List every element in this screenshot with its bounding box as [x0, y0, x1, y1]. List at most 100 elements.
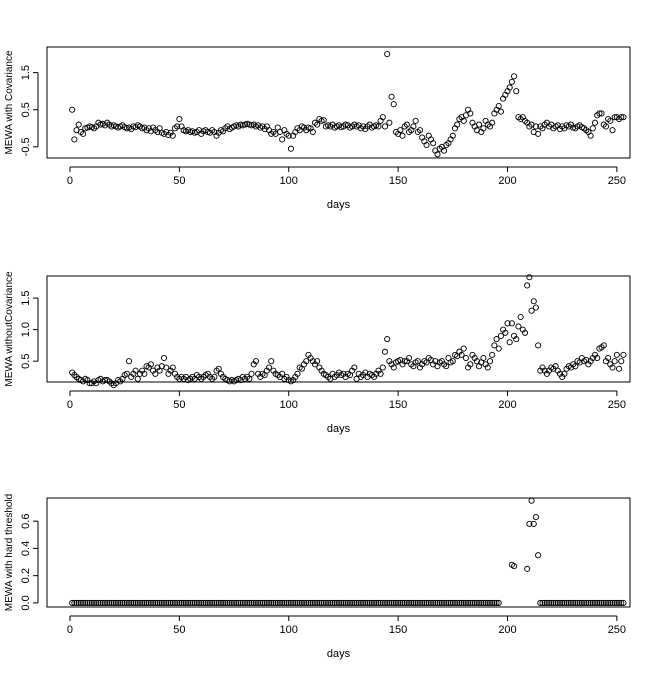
data-point	[75, 121, 82, 128]
data-point	[268, 358, 275, 365]
data-point	[86, 599, 93, 606]
data-point	[587, 132, 594, 139]
data-point	[416, 599, 424, 606]
data-point	[532, 123, 539, 130]
data-point	[546, 599, 553, 606]
data-point	[414, 599, 421, 606]
data-point	[99, 599, 106, 606]
data-point	[169, 132, 176, 139]
data-point	[290, 599, 297, 606]
data-point	[388, 93, 395, 100]
x-tick-label: 250	[608, 624, 626, 636]
data-point	[443, 363, 450, 370]
data-point	[596, 599, 603, 606]
data-point	[373, 599, 380, 606]
x-tick-label: 100	[280, 399, 298, 411]
data-point	[495, 102, 502, 110]
data-point	[362, 599, 369, 606]
data-point	[486, 358, 494, 365]
x-tick-label: 200	[498, 175, 516, 187]
data-point	[480, 354, 487, 362]
data-point	[375, 123, 382, 130]
data-point	[430, 140, 437, 147]
data-point	[521, 329, 529, 336]
data-point	[493, 336, 500, 343]
data-point	[71, 136, 78, 143]
data-point	[572, 363, 579, 370]
data-point	[482, 599, 489, 606]
data-point	[101, 377, 109, 384]
data-point	[294, 370, 301, 377]
data-point	[145, 599, 152, 606]
data-point	[215, 365, 222, 372]
data-point	[406, 599, 413, 606]
data-point	[169, 599, 176, 606]
data-point	[204, 599, 211, 606]
data-point	[211, 599, 218, 606]
data-point	[476, 121, 483, 128]
data-point	[445, 599, 452, 606]
data-point	[591, 599, 599, 606]
data-point	[471, 599, 478, 606]
data-point	[130, 599, 137, 606]
data-point	[620, 599, 627, 606]
data-point	[287, 145, 294, 152]
data-point	[255, 599, 262, 606]
x-tick-label: 100	[280, 624, 298, 636]
x-axis-label: days	[327, 423, 351, 435]
data-point	[152, 370, 159, 377]
data-point	[489, 351, 496, 358]
data-point	[480, 125, 487, 132]
data-point	[504, 320, 511, 327]
data-point	[401, 599, 408, 606]
data-point	[528, 497, 535, 504]
data-point	[467, 599, 474, 606]
data-point	[119, 599, 126, 606]
data-point	[379, 114, 386, 121]
data-point	[298, 599, 305, 606]
data-point	[462, 354, 469, 362]
x-tick-label: 200	[498, 399, 516, 411]
data-point	[495, 599, 502, 606]
data-point	[154, 599, 161, 606]
x-tick-label: 150	[389, 624, 407, 636]
data-point	[530, 520, 537, 527]
data-point	[386, 599, 393, 606]
data-point	[292, 599, 299, 606]
data-point	[478, 599, 485, 606]
data-point	[502, 329, 509, 336]
data-point	[467, 110, 474, 117]
data-point	[128, 599, 135, 606]
data-point	[141, 370, 148, 377]
data-point	[226, 599, 233, 606]
data-point	[180, 599, 187, 606]
data-point	[125, 599, 133, 606]
data-point	[554, 599, 561, 606]
data-point	[556, 599, 564, 606]
data-point	[480, 599, 487, 606]
data-point	[248, 599, 255, 606]
data-point	[351, 599, 358, 606]
data-point	[381, 599, 389, 606]
y-tick-label: 1.0	[20, 322, 32, 337]
data-point	[469, 599, 476, 606]
data-point	[399, 132, 406, 139]
data-point	[281, 599, 288, 606]
data-point	[574, 599, 581, 606]
data-point	[353, 599, 360, 606]
data-point	[377, 370, 384, 377]
data-point	[349, 599, 356, 606]
data-point	[95, 599, 102, 606]
data-point	[570, 599, 577, 606]
data-point	[616, 599, 623, 606]
data-point	[506, 339, 513, 346]
data-point	[279, 599, 286, 606]
data-point	[167, 599, 174, 606]
data-point	[84, 599, 91, 606]
data-point	[594, 599, 601, 606]
data-point	[318, 599, 325, 606]
data-point	[602, 123, 609, 130]
data-point	[406, 354, 413, 362]
data-point	[366, 599, 373, 606]
data-point	[296, 599, 303, 606]
